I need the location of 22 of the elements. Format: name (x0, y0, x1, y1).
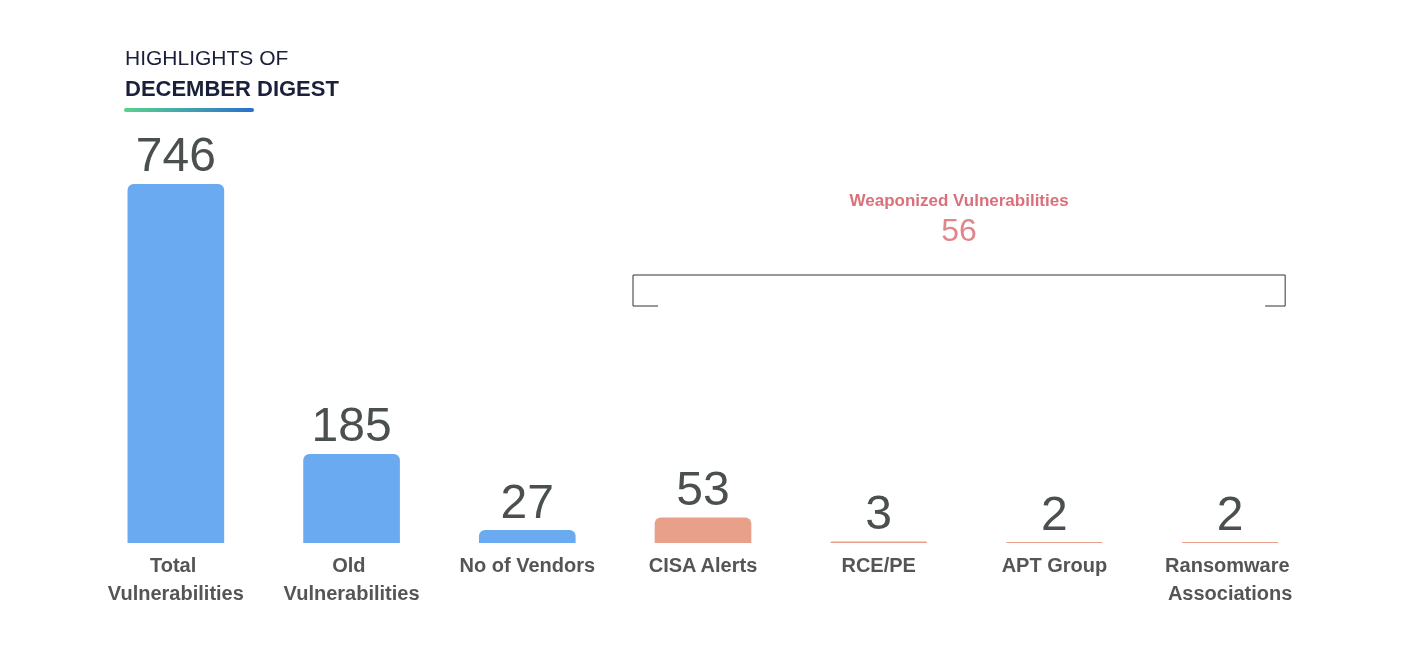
chart-subtitle: DECEMBER DIGEST (125, 75, 340, 101)
x-tick-label: Ransomware Associations (1165, 554, 1296, 604)
data-label: 2 (1041, 486, 1068, 540)
bar (127, 183, 225, 543)
x-tick-label: CISA Alerts (648, 554, 758, 576)
data-label: 746 (135, 128, 216, 182)
data-label: 185 (311, 398, 392, 452)
data-label: 27 (500, 474, 554, 528)
bar (303, 453, 400, 543)
data-label: 53 (676, 461, 730, 515)
annotation: Weaponized Vulnerabilities (849, 191, 1069, 210)
data-label: 3 (865, 486, 893, 540)
chart-title: HIGHLIGHTS OF (125, 46, 289, 69)
data-label: 2 (1216, 486, 1244, 540)
annotation: 56 (941, 212, 977, 248)
x-tick-label: Old Vulnerabilities (283, 554, 420, 604)
x-tick-label: Total Vulnerabilities (107, 554, 244, 604)
bar (654, 517, 752, 543)
x-tick-label: APT Group (1001, 554, 1108, 576)
bar (478, 530, 576, 543)
x-tick-label: No of Vendors (459, 554, 596, 576)
x-tick-label: RCE/PE (841, 554, 916, 576)
